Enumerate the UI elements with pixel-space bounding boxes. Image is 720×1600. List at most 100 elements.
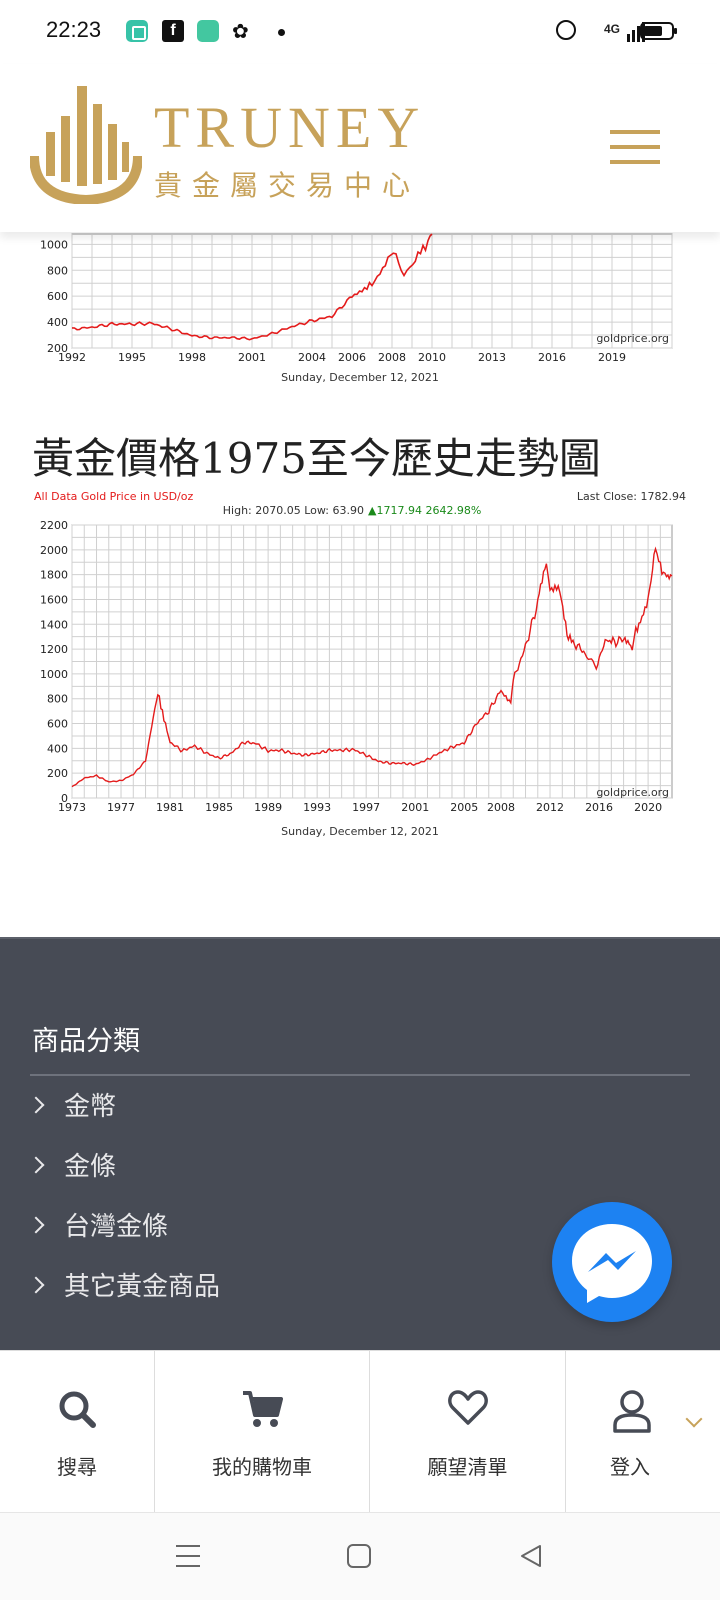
chevron-right-icon [27,1276,45,1293]
chart-y-tick-label: 0 [61,792,68,805]
chart-y-tick-label: 600 [47,290,68,303]
network-label: 4G [604,22,621,36]
gold-price-chart-recent: 200 400 600 800 1000 1992 1995 1998 2001 2004 200… [0,232,720,392]
tab-wishlist[interactable]: 願望清單 [370,1351,566,1513]
chart-x-tick-label: 2016 [585,801,613,814]
messenger-icon [572,1224,652,1303]
chart-date: Sunday, December 12, 2021 [281,371,439,384]
chart-series-line [71,233,433,341]
tab-label: 願望清單 [427,1455,508,1479]
chart-y-tick-label: 1000 [40,668,68,681]
chart-y-tick-label: 1400 [40,618,68,631]
chart-date: Sunday, December 12, 2021 [281,825,439,838]
chart-y-tick-label: 800 [47,264,68,277]
chart-main-svg: All Data Gold Price in USD/oz Last Close… [34,490,686,838]
chart-y-tick-label: 600 [47,718,68,731]
chart-y-tick-label: 200 [47,767,68,780]
category-item-other-gold[interactable]: 其它黃金商品 [27,1266,221,1306]
app-notification-icon [126,20,148,42]
alarm-icon [556,20,576,40]
chart-x-tick-label: 1993 [303,801,331,814]
cart-icon [243,1391,283,1427]
footer-heading: 商品分類 [32,1026,140,1057]
category-label: 金條 [64,1152,117,1182]
chart-y-tick-label: 1200 [40,643,68,656]
back-icon[interactable] [518,1543,544,1569]
chart-y-tick-label: 2000 [40,544,68,557]
chart-x-tick-label: 1985 [205,801,233,814]
chevron-right-icon [27,1216,45,1233]
user-icon [613,1390,651,1433]
chart-x-tick-label: 1995 [118,351,146,364]
chart-top-svg: 200 400 600 800 1000 1992 1995 1998 2001 2004 200… [40,233,673,384]
tab-label: 我的購物車 [212,1455,312,1479]
chart-x-tick-label: 2005 [450,801,478,814]
category-item-gold-coins[interactable]: 金幣 [27,1086,117,1126]
chart-x-tick-label: 2019 [598,351,626,364]
tab-label: 登入 [610,1455,650,1479]
messenger-button[interactable] [552,1202,672,1322]
more-notifications-dot [278,29,285,36]
chart-watermark: goldprice.org [596,786,669,799]
signal-icon: 4G [604,22,647,42]
chart-x-tick-label: 2010 [418,351,446,364]
category-label: 其它黃金商品 [64,1272,221,1302]
bottom-tab-bar: 搜尋 我的購物車 願望清單 登入 [0,1350,720,1513]
chart-x-tick-label: 1992 [58,351,86,364]
chart-x-tick-label: 2006 [338,351,366,364]
chart-watermark: goldprice.org [596,332,669,345]
search-icon [59,1391,96,1428]
chart-x-tick-label: 2008 [487,801,515,814]
chart-y-tick-label: 1800 [40,569,68,582]
app-notification-icon-2 [197,20,219,42]
brand-subtitle: 貴金屬交易中心 [154,169,421,202]
chart-x-tick-label: 1977 [107,801,135,814]
recent-apps-icon[interactable] [174,1543,202,1569]
category-item-gold-bars[interactable]: 金條 [27,1146,117,1186]
chart-x-tick-label: 2004 [298,351,326,364]
chart-last-close: Last Close: 1782.94 [577,490,686,503]
chart-x-tick-label: 1989 [254,801,282,814]
status-bar: 22:23 f ✿ 4G [0,0,720,64]
chart-y-tick-label: 800 [47,693,68,706]
section-title: 黃金價格1975至今歷史走勢圖 [32,434,601,483]
chart-title: All Data Gold Price in USD/oz [34,490,193,503]
menu-button[interactable] [610,130,660,164]
tab-cart[interactable]: 我的購物車 [155,1351,370,1513]
chart-x-tick-label: 2012 [536,801,564,814]
gold-price-chart-all: All Data Gold Price in USD/oz Last Close… [0,488,720,848]
chart-y-tick-label: 200 [47,342,68,355]
site-header: TRUNEY 貴金屬交易中心 [0,64,720,232]
facebook-icon: f [162,20,184,42]
chevron-right-icon [27,1096,45,1113]
chart-x-tick-label: 2016 [538,351,566,364]
chart-y-tick-label: 400 [47,316,68,329]
chevron-right-icon [27,1156,45,1173]
chart-x-tick-label: 2001 [401,801,429,814]
chart-y-tick-label: 400 [47,742,68,755]
tab-search[interactable]: 搜尋 [0,1351,155,1513]
tab-login[interactable]: 登入 [566,1351,720,1513]
home-icon[interactable] [346,1543,372,1569]
chart-x-tick-label: 2008 [378,351,406,364]
chart-x-tick-label: 1997 [352,801,380,814]
flower-icon: ✿ [232,19,249,43]
chart-x-tick-label: 1981 [156,801,184,814]
category-label: 台灣金條 [64,1212,169,1242]
category-item-taiwan-gold-bars[interactable]: 台灣金條 [27,1206,169,1246]
chart-high-low: High: 2070.05 Low: 63.90 [223,504,364,517]
chart-y-tick-label: 1600 [40,593,68,606]
chart-x-tick-label: 2013 [478,351,506,364]
system-navigation-bar [0,1512,720,1600]
chart-y-tick-label: 2200 [40,519,68,532]
battery-icon [640,22,677,40]
footer-divider [30,1074,690,1076]
chart-x-tick-label: 1973 [58,801,86,814]
status-time: 22:23 [46,17,102,42]
heart-icon [447,1390,488,1425]
brand-name[interactable]: TRUNEY [154,95,426,160]
tab-label: 搜尋 [57,1455,97,1479]
truney-logo-icon[interactable] [30,86,142,204]
chart-y-tick-label: 1000 [40,238,68,251]
category-label: 金幣 [64,1092,117,1122]
